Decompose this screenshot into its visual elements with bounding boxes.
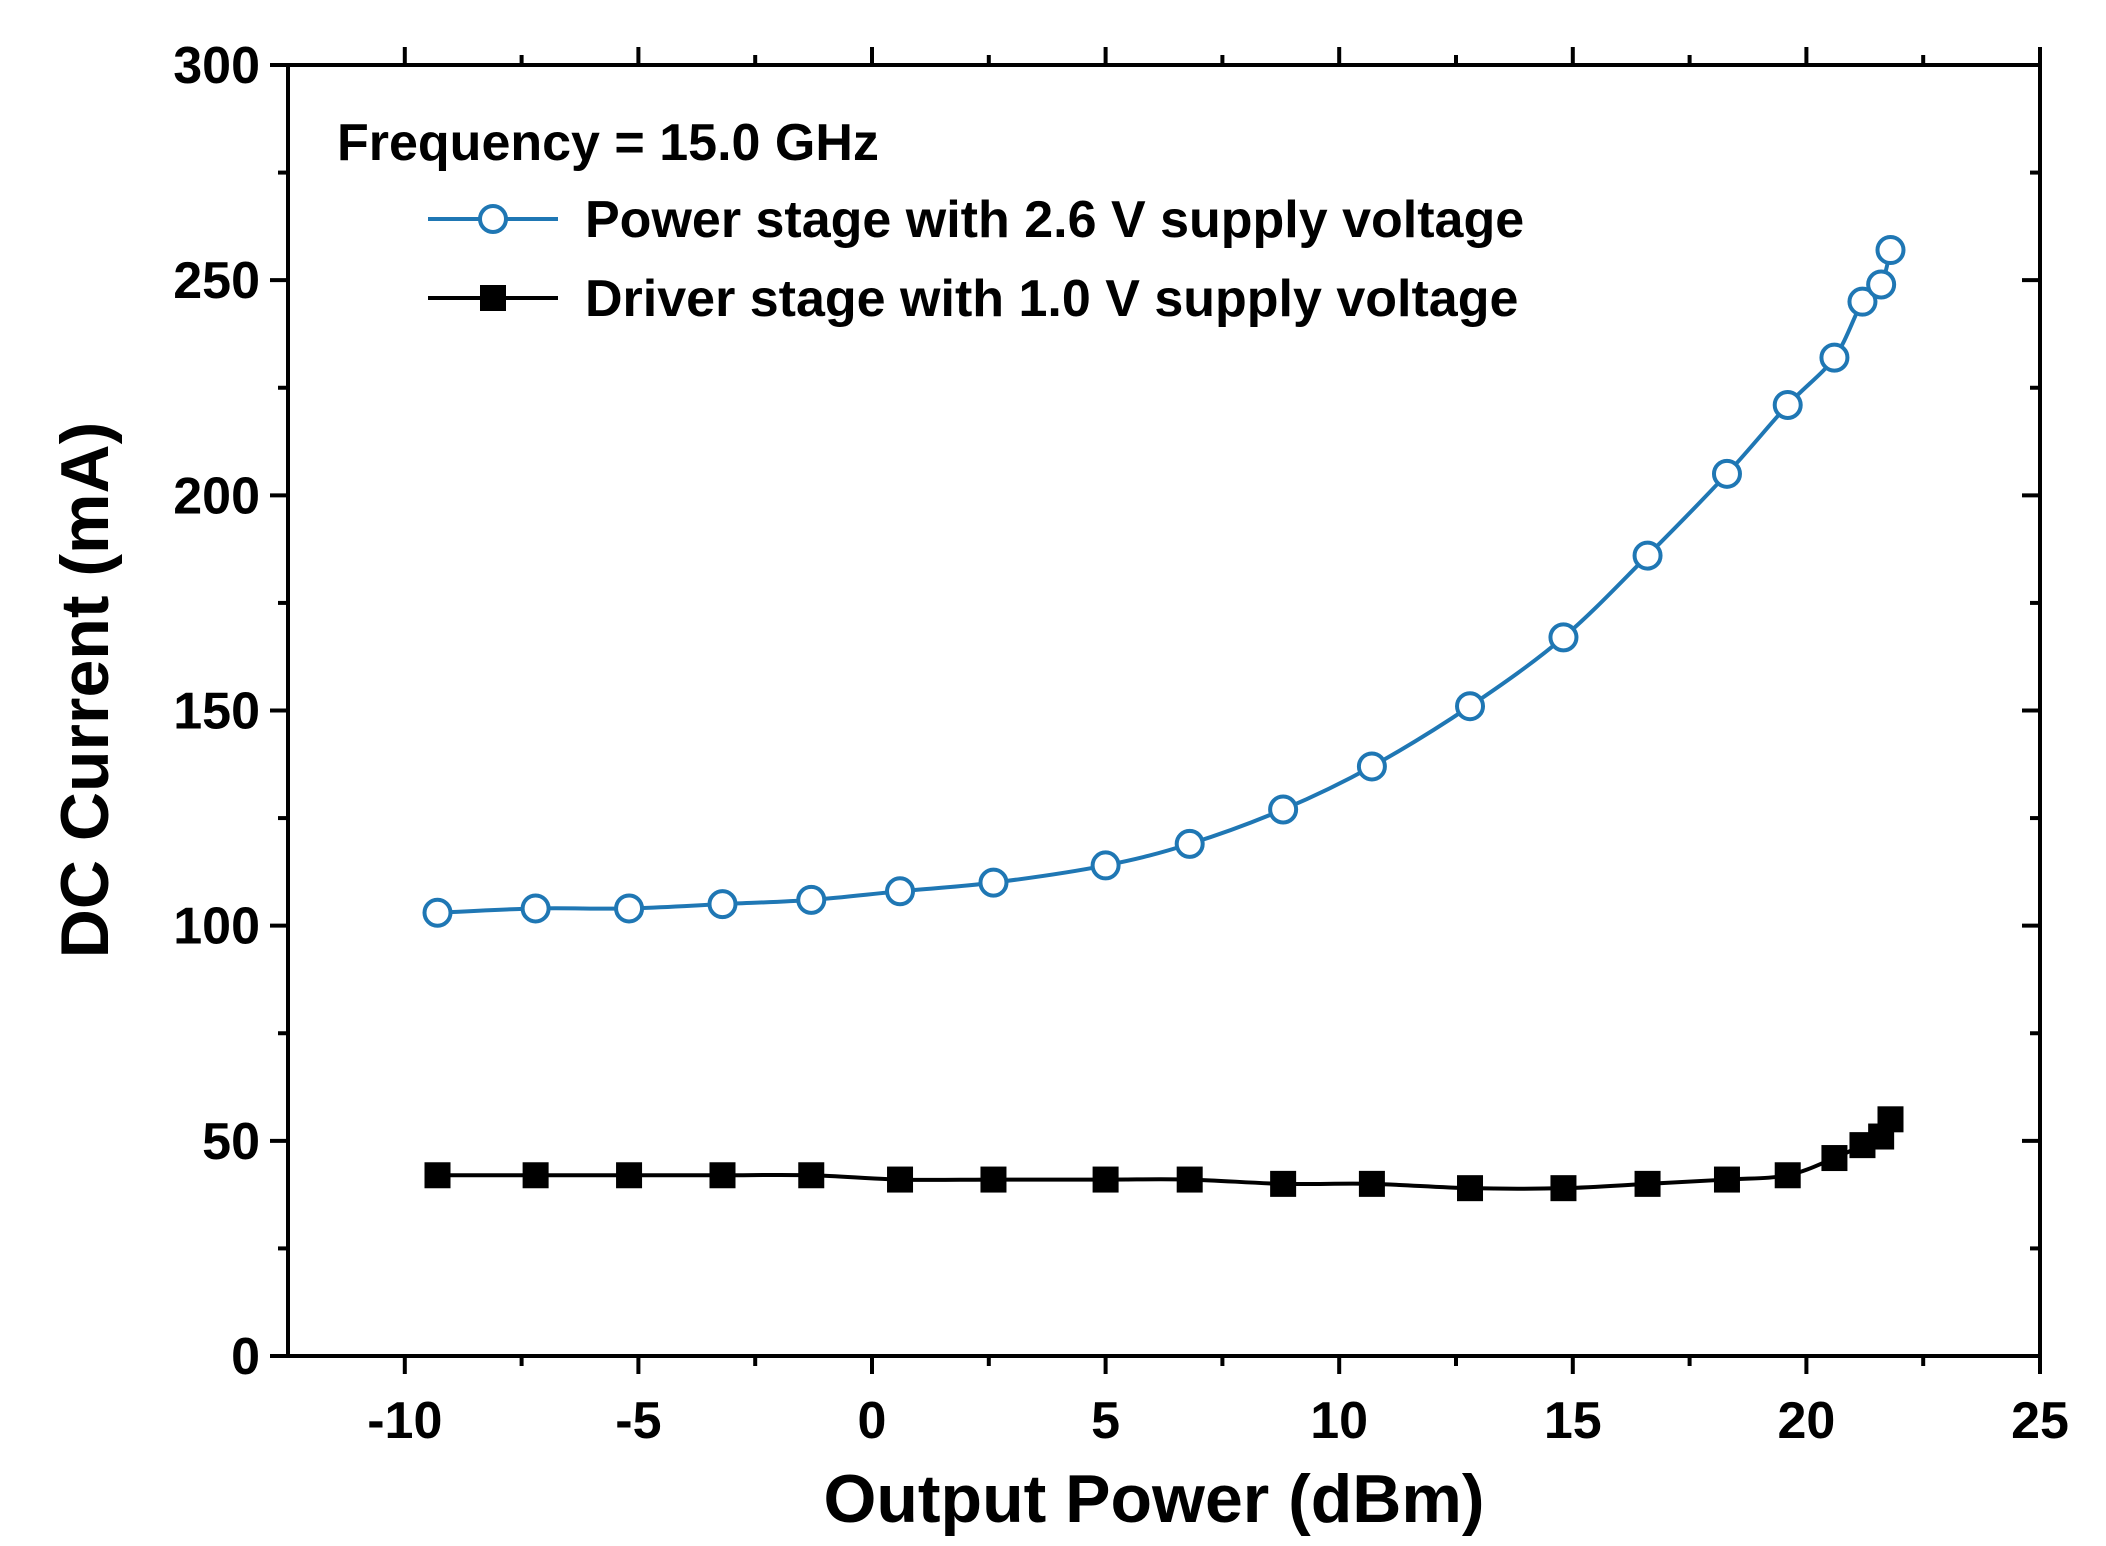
data-point-driver-stage: [1550, 1175, 1577, 1202]
data-point-power-stage: [422, 897, 453, 928]
data-point-power-stage: [1819, 342, 1850, 373]
y-tick-label: 50: [202, 1113, 260, 1171]
data-point-power-stage: [885, 876, 916, 907]
data-point-power-stage: [1847, 286, 1878, 317]
data-point-power-stage: [1548, 622, 1579, 653]
data-point-driver-stage: [1092, 1166, 1119, 1193]
x-tick-label: 10: [1310, 1392, 1368, 1450]
data-point-driver-stage: [1270, 1170, 1297, 1197]
data-point-driver-stage: [798, 1162, 825, 1189]
legend-label-power-stage: Power stage with 2.6 V supply voltage: [585, 191, 1524, 249]
data-point-driver-stage: [522, 1162, 549, 1189]
legend-marker-driver-stage: [480, 285, 506, 311]
x-tick-label: -10: [367, 1392, 442, 1450]
series-layer: [422, 235, 1906, 1202]
plot-frame: [286, 63, 2042, 1358]
x-tick-label: 15: [1544, 1392, 1602, 1450]
y-tick-label: 100: [173, 898, 260, 956]
data-point-power-stage: [1174, 828, 1205, 859]
data-point-driver-stage: [1877, 1106, 1904, 1133]
y-tick-label: 300: [173, 37, 260, 95]
data-point-driver-stage: [1176, 1166, 1203, 1193]
data-point-power-stage: [1711, 458, 1742, 489]
y-tick-label: 150: [173, 683, 260, 741]
y-tick-label: 0: [231, 1328, 260, 1386]
data-point-power-stage: [1455, 691, 1486, 722]
data-point-driver-stage: [709, 1162, 736, 1189]
data-point-driver-stage: [616, 1162, 643, 1189]
data-point-power-stage: [614, 893, 645, 924]
legend-label-driver-stage: Driver stage with 1.0 V supply voltage: [585, 270, 1518, 328]
data-point-power-stage: [520, 893, 551, 924]
legend-marker-power-stage: [478, 204, 508, 234]
y-axis-title: DC Current (mA): [47, 422, 123, 958]
data-point-power-stage: [1866, 269, 1897, 300]
data-point-power-stage: [1268, 794, 1299, 825]
data-point-driver-stage: [1358, 1170, 1385, 1197]
x-axis-title: Output Power (dBm): [823, 1461, 1484, 1537]
data-point-driver-stage: [424, 1162, 451, 1189]
y-tick-label: 200: [173, 467, 260, 525]
data-point-driver-stage: [1713, 1166, 1740, 1193]
data-point-driver-stage: [980, 1166, 1007, 1193]
data-point-driver-stage: [1634, 1170, 1661, 1197]
data-point-driver-stage: [1774, 1162, 1801, 1189]
data-point-power-stage: [1772, 389, 1803, 420]
y-tick-label: 250: [173, 252, 260, 310]
data-point-power-stage: [707, 889, 738, 920]
data-point-driver-stage: [1821, 1145, 1848, 1172]
x-tick-label: 0: [858, 1392, 887, 1450]
x-tick-label: 20: [1777, 1392, 1835, 1450]
data-point-power-stage: [796, 884, 827, 915]
data-point-power-stage: [1875, 235, 1906, 266]
x-tick-label: 25: [2011, 1392, 2069, 1450]
x-tick-label: 5: [1091, 1392, 1120, 1450]
frequency-annotation: Frequency = 15.0 GHz: [337, 114, 879, 172]
data-point-power-stage: [1090, 850, 1121, 881]
data-point-power-stage: [978, 867, 1009, 898]
data-point-driver-stage: [887, 1166, 914, 1193]
x-tick-label: -5: [615, 1392, 661, 1450]
data-point-power-stage: [1632, 540, 1663, 571]
data-point-power-stage: [1356, 751, 1387, 782]
data-point-driver-stage: [1457, 1175, 1484, 1202]
legend: Power stage with 2.6 V supply voltage Dr…: [428, 191, 1524, 328]
